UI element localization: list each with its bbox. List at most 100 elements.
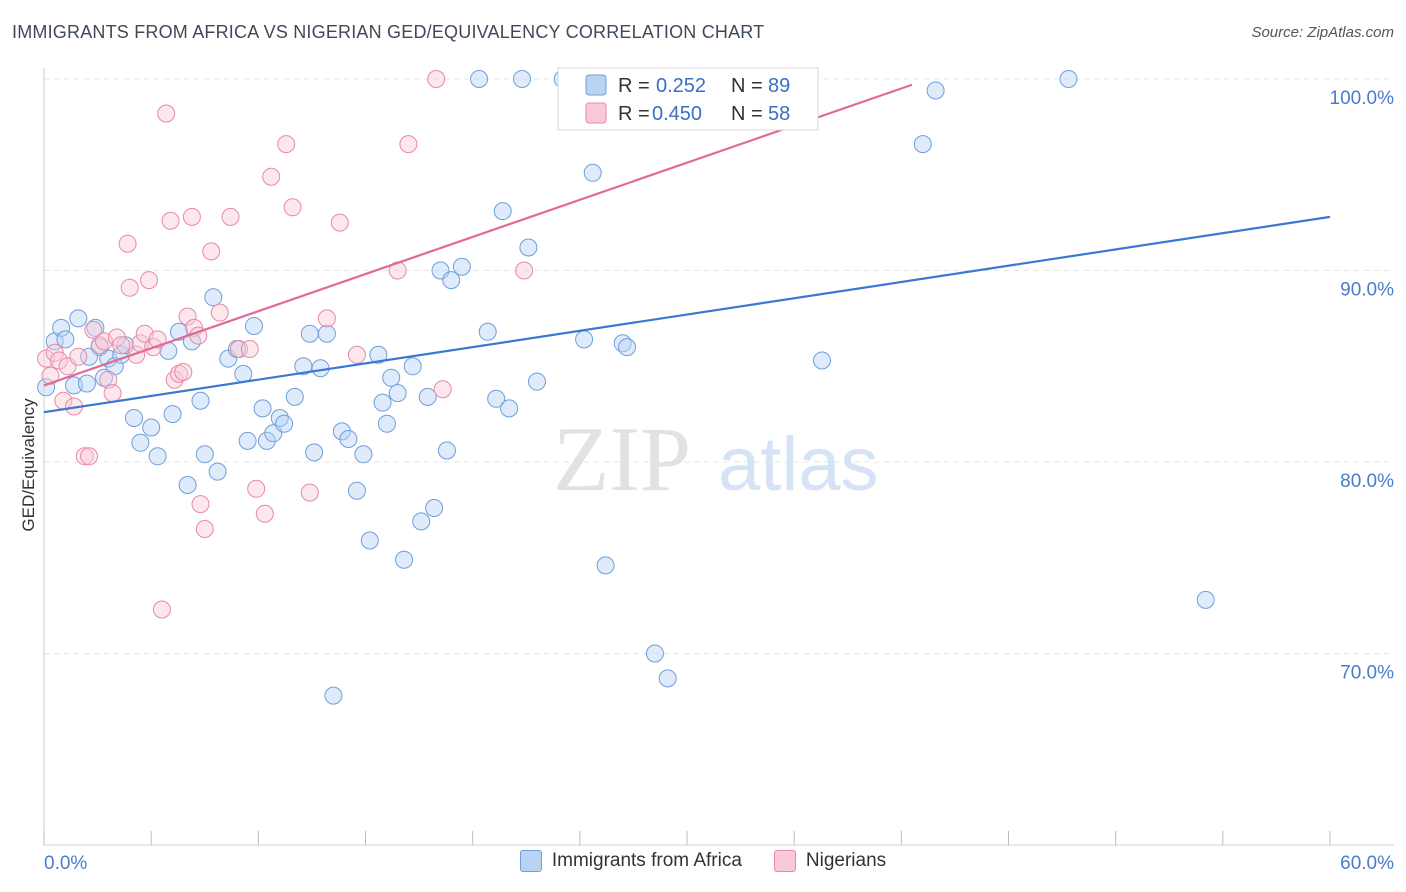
africa-point (500, 399, 519, 418)
nigerian-point (202, 242, 221, 261)
africa-point (377, 414, 396, 433)
trend-line-nigerians (43, 83, 913, 387)
y-tick-label-100: 100.0% (1330, 88, 1395, 109)
bottom-legend-nigerians: Nigerians (773, 850, 887, 872)
legend-n-label-africa: N = (731, 75, 763, 97)
x-tick-label-max: 60.0% (1340, 853, 1394, 874)
africa-point (583, 163, 602, 182)
legend-swatch-africa (585, 74, 607, 96)
nigerian-point (347, 345, 366, 364)
africa-point (369, 345, 388, 364)
nigerian-point (182, 207, 201, 226)
y-axis-label: GED/Equivalency (19, 398, 38, 532)
africa-point (452, 257, 471, 276)
africa-point (191, 391, 210, 410)
nigerian-point (120, 278, 139, 297)
nigerian-point (103, 384, 122, 403)
nigerian-point (283, 198, 302, 217)
africa-point (412, 512, 431, 531)
africa-point (418, 387, 437, 406)
africa-point (360, 531, 379, 550)
watermark: ZIP atlas (553, 408, 879, 510)
africa-point (425, 499, 444, 517)
africa-point (395, 550, 414, 569)
bottom-legend-label-africa: Immigrants from Africa (551, 850, 742, 871)
nigerian-point (191, 495, 210, 514)
africa-point (131, 433, 150, 452)
africa-point (332, 422, 351, 441)
africa-point (926, 81, 945, 100)
series-nigerians-points (37, 70, 737, 619)
africa-point (575, 330, 594, 349)
africa-point (645, 644, 664, 663)
nigerian-point (240, 340, 259, 358)
nigerian-point (399, 135, 418, 154)
bottom-legend-label-nigerians: Nigerians (805, 850, 887, 871)
africa-point (324, 686, 343, 705)
africa-point (204, 288, 223, 307)
africa-point (596, 556, 615, 575)
africa-point (56, 330, 75, 349)
legend-r-value-africa: 0.252 (656, 75, 706, 97)
nigerian-point (195, 520, 214, 538)
africa-point (513, 70, 531, 88)
africa-point (238, 431, 257, 450)
africa-point (347, 481, 366, 500)
africa-point (437, 441, 456, 460)
y-tick-label-80: 80.0% (1340, 471, 1394, 492)
africa-point (442, 271, 461, 290)
y-tick-label-70: 70.0% (1340, 663, 1394, 684)
nigerian-point (427, 70, 446, 88)
trend-lines (43, 83, 1331, 414)
africa-point (493, 202, 512, 221)
africa-point (69, 309, 88, 328)
africa-point (305, 443, 324, 462)
nigerian-point (161, 211, 180, 230)
africa-point (142, 418, 161, 437)
africa-point (388, 384, 407, 403)
legend-n-label-nigerians: N = (731, 103, 763, 125)
legend-r-label-africa: R = (618, 75, 650, 97)
series-africa-points (37, 70, 1215, 705)
africa-point (245, 317, 263, 335)
nigerian-point (127, 345, 146, 364)
nigerian-point (112, 336, 131, 355)
africa-point (148, 447, 167, 466)
africa-point (300, 324, 319, 343)
y-tick-label-90: 90.0% (1340, 280, 1394, 301)
nigerian-point (69, 347, 88, 366)
africa-point (354, 445, 373, 464)
nigerian-point (152, 600, 171, 619)
nigerian-point (178, 307, 197, 326)
legend-box: R = 0.252 N = 89 R = 0.450 N = 58 (557, 67, 819, 131)
africa-point (382, 368, 401, 387)
africa-point (195, 445, 214, 464)
nigerian-point (80, 447, 98, 466)
bottom-legend-africa: Immigrants from Africa (519, 850, 742, 872)
africa-point (125, 409, 143, 427)
x-tick-label-min: 0.0% (44, 853, 87, 874)
nigerian-point (515, 261, 534, 280)
africa-point (234, 364, 253, 383)
bottom-legend: Immigrants from Africa Nigerians (0, 850, 1406, 872)
nigerian-point (255, 504, 274, 523)
watermark-zip: ZIP (553, 408, 691, 510)
africa-point (913, 135, 932, 154)
africa-point (813, 351, 831, 370)
africa-point (658, 669, 677, 688)
legend-n-value-nigerians: 58 (768, 103, 790, 125)
nigerian-point (140, 271, 158, 290)
legend-n-value-africa: 89 (768, 75, 790, 97)
africa-point (163, 405, 182, 424)
africa-point (528, 372, 546, 391)
bottom-legend-swatch-africa (519, 850, 542, 872)
nigerian-point (433, 380, 452, 399)
y-tick-labels: 70.0% 80.0% 90.0% 100.0% (1330, 88, 1395, 684)
nigerian-point (174, 363, 193, 381)
nigerian-point (84, 320, 103, 339)
africa-point (478, 322, 497, 341)
africa-point (275, 414, 294, 433)
nigerian-point (277, 135, 296, 154)
chart-title: IMMIGRANTS FROM AFRICA VS NIGERIAN GED/E… (12, 22, 765, 42)
